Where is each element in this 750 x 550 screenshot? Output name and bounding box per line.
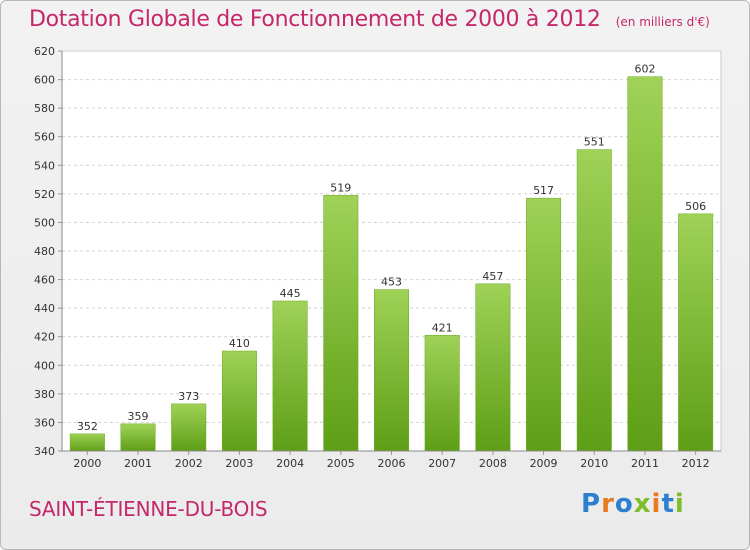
- bar-2001: [120, 423, 156, 452]
- logo-letter: i: [674, 489, 685, 519]
- bar-2011: [627, 76, 663, 452]
- bar-2005: [323, 195, 359, 452]
- y-tick-label: 360: [34, 416, 55, 429]
- y-tick-label: 560: [34, 131, 55, 144]
- logo-letter: x: [633, 489, 652, 519]
- bar-value-label: 551: [584, 136, 605, 149]
- bar-value-label: 373: [178, 390, 199, 403]
- bar-2010: [576, 149, 612, 452]
- x-tick-label: 2004: [276, 457, 304, 470]
- y-tick-label: 600: [34, 74, 55, 87]
- y-tick-label: 620: [34, 45, 55, 58]
- bar-value-label: 517: [533, 184, 554, 197]
- y-tick-label: 500: [34, 216, 55, 229]
- chart-unit: (en milliers d'€): [615, 15, 710, 29]
- bar-2004: [272, 300, 308, 452]
- bar-value-label: 506: [685, 200, 706, 213]
- bar-2012: [678, 213, 714, 452]
- bar-2002: [171, 403, 207, 452]
- x-tick-label: 2011: [631, 457, 659, 470]
- bar-2003: [221, 350, 257, 452]
- bar-value-label: 410: [229, 337, 250, 350]
- x-tick-label: 2005: [327, 457, 355, 470]
- y-tick-label: 420: [34, 331, 55, 344]
- x-tick-label: 2008: [479, 457, 507, 470]
- bar-value-label: 359: [128, 410, 149, 423]
- bar-2009: [526, 197, 562, 452]
- logo-letter: i: [651, 489, 662, 519]
- x-tick-label: 2000: [73, 457, 101, 470]
- x-tick-label: 2007: [428, 457, 456, 470]
- bar-value-label: 352: [77, 420, 98, 433]
- y-tick-label: 380: [34, 388, 55, 401]
- x-tick-label: 2010: [580, 457, 608, 470]
- y-tick-label: 580: [34, 102, 55, 115]
- x-tick-label: 2012: [682, 457, 710, 470]
- logo-letter: P: [581, 489, 602, 519]
- bar-2000: [69, 433, 105, 452]
- bar-value-label: 457: [482, 270, 503, 283]
- y-tick-label: 520: [34, 188, 55, 201]
- bar-2008: [475, 283, 511, 452]
- bar-value-label: 453: [381, 276, 402, 289]
- proxiti-logo[interactable]: Proxiti: [581, 489, 685, 519]
- bar-value-label: 421: [432, 321, 453, 334]
- x-tick-label: 2002: [175, 457, 203, 470]
- commune-name: SAINT-ÉTIENNE-DU-BOIS: [29, 497, 268, 521]
- y-tick-label: 540: [34, 159, 55, 172]
- bar-value-label: 602: [634, 63, 655, 76]
- bar-2006: [374, 289, 409, 452]
- logo-letter: t: [661, 489, 675, 519]
- bar-value-label: 445: [280, 287, 301, 300]
- chart-title-row: Dotation Globale de Fonctionnement de 20…: [29, 7, 710, 32]
- chart-title: Dotation Globale de Fonctionnement de 20…: [29, 7, 601, 32]
- y-tick-label: 440: [34, 302, 55, 315]
- bar-2007: [424, 335, 460, 452]
- x-tick-label: 2009: [530, 457, 558, 470]
- x-tick-label: 2006: [378, 457, 406, 470]
- x-tick-label: 2003: [225, 457, 253, 470]
- y-tick-label: 400: [34, 359, 55, 372]
- bar-value-label: 519: [330, 181, 351, 194]
- x-tick-label: 2001: [124, 457, 152, 470]
- y-tick-label: 460: [34, 274, 55, 287]
- logo-letter: o: [614, 489, 634, 519]
- y-tick-label: 480: [34, 245, 55, 258]
- logo-letter: r: [601, 489, 615, 519]
- y-tick-label: 340: [34, 445, 55, 458]
